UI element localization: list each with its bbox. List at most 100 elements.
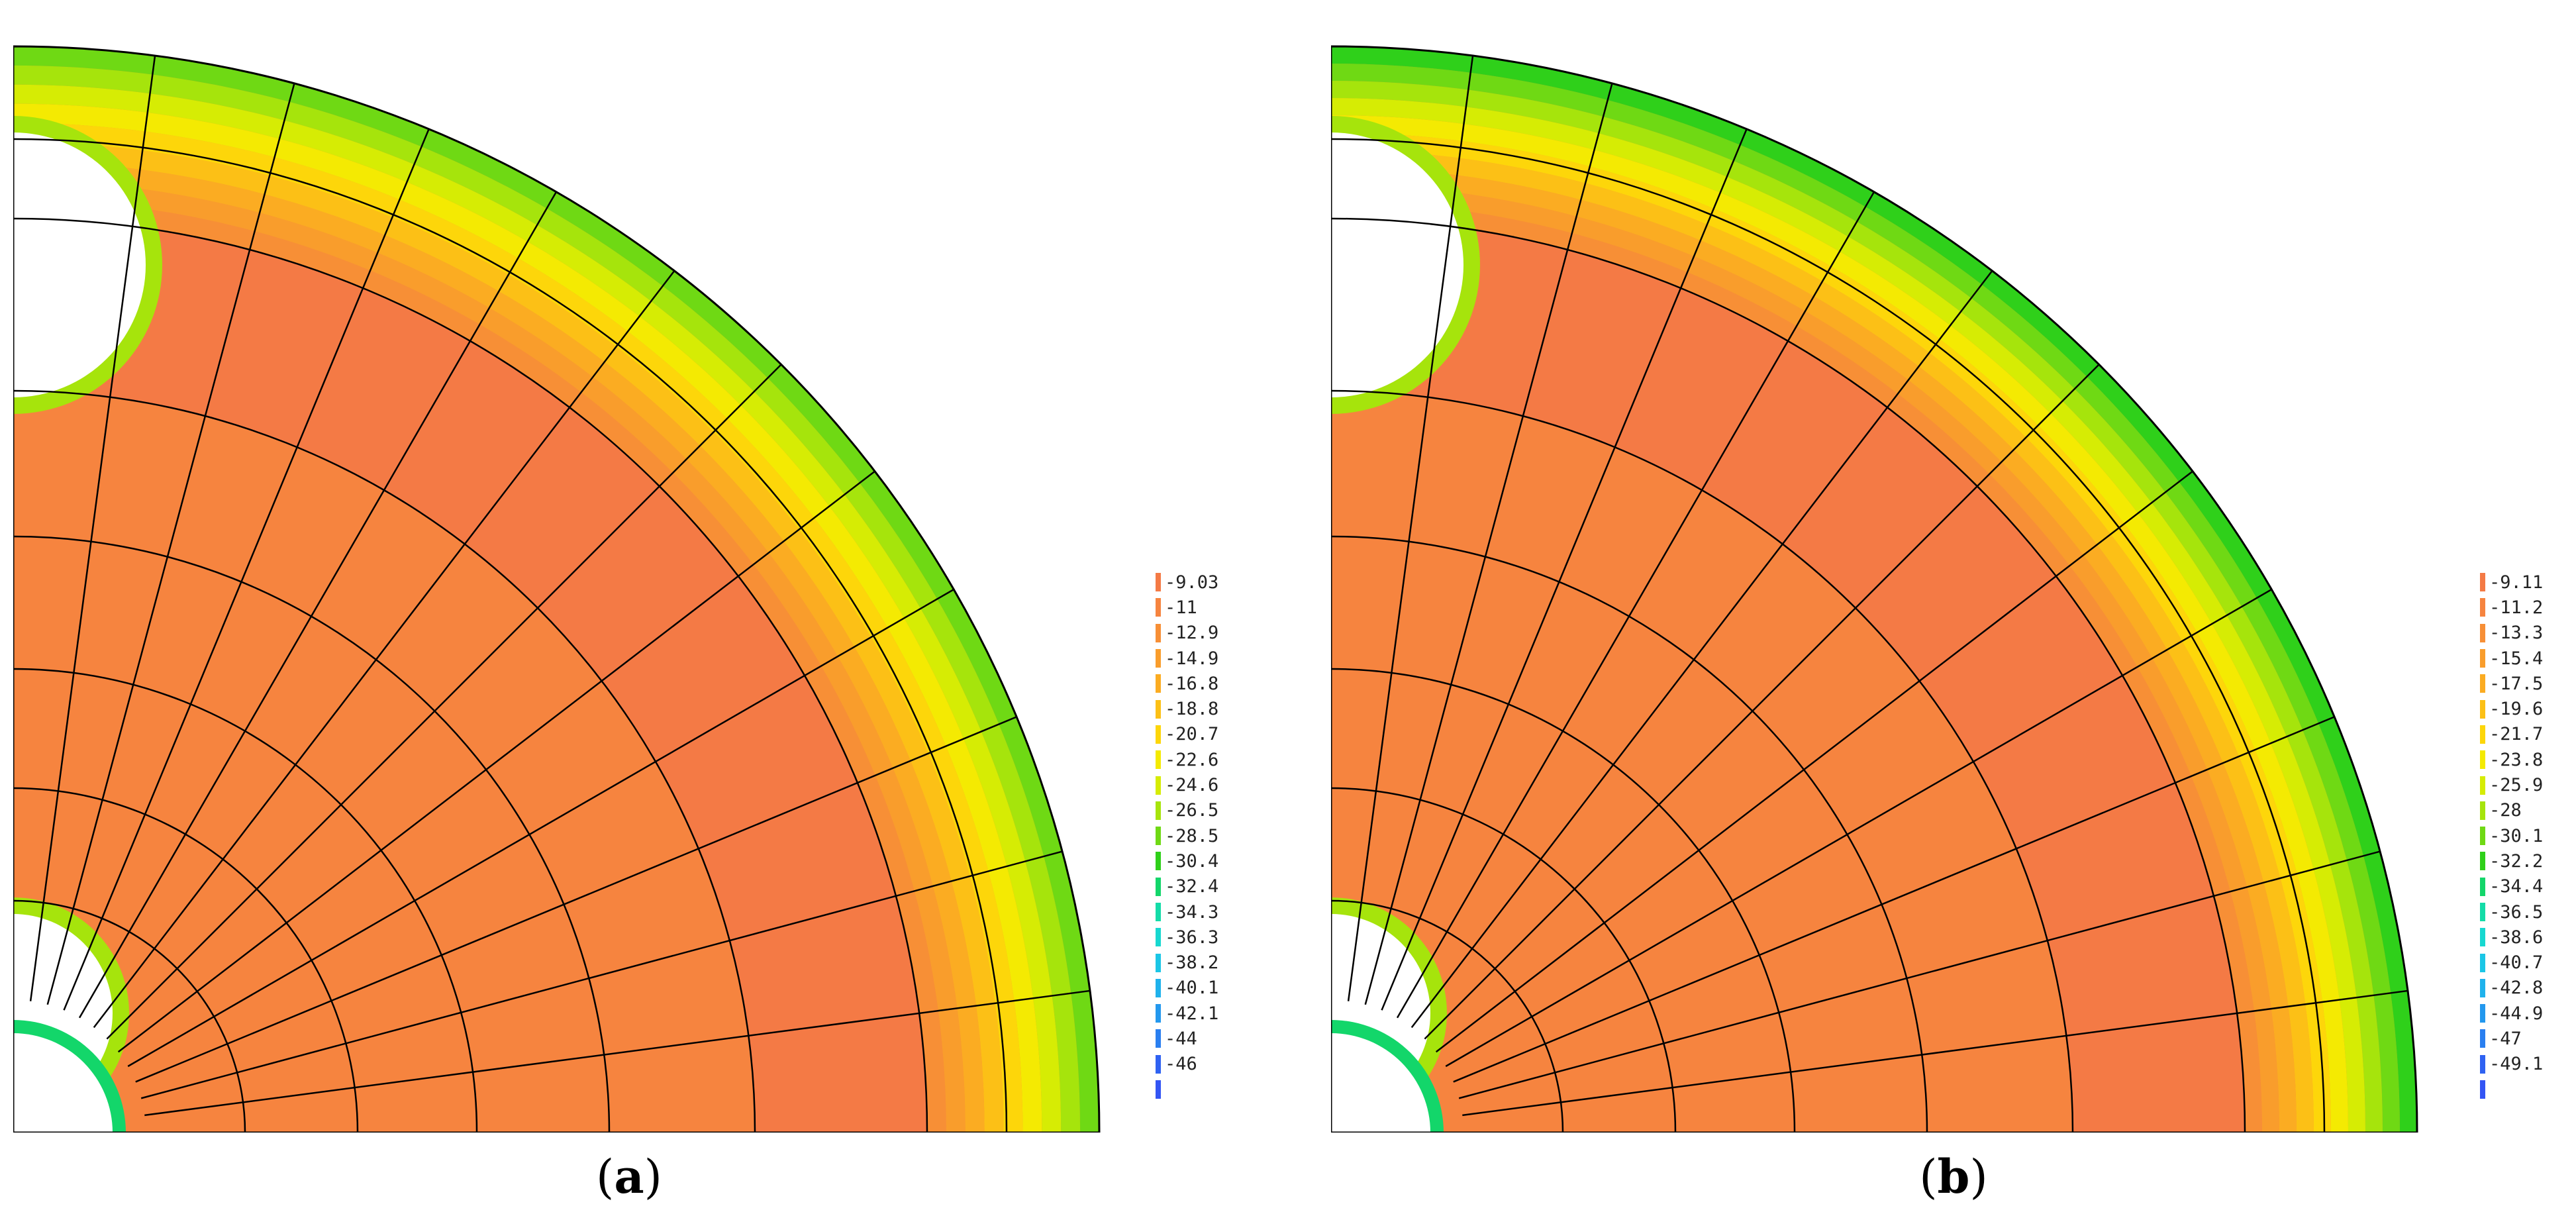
legend-item: -17.5 (2480, 671, 2576, 696)
legend-swatch (2480, 1004, 2485, 1023)
legend-item: -28 (2480, 798, 2576, 823)
legend-label: -42.1 (1165, 1003, 1219, 1024)
legend-swatch (2480, 699, 2485, 719)
legend-label: -34.4 (2489, 876, 2544, 897)
legend-label: -14.9 (1165, 648, 1219, 669)
legend-label: -28.5 (1165, 825, 1219, 846)
legend-swatch (1156, 699, 1161, 719)
legend-item: -18.8 (1156, 696, 1262, 721)
legend-swatch (1156, 852, 1161, 871)
legend-swatch (2480, 1054, 2485, 1074)
legend-swatch (2480, 776, 2485, 795)
legend-item: -22.6 (1156, 747, 1262, 772)
legend-item: -16.8 (1156, 671, 1262, 696)
hole (1331, 132, 1463, 397)
legend-item (1156, 1077, 1262, 1102)
panel-b: -9.11 -11.2 -13.3 -15.4 -17.5 -19.6 -21.7 -23.8… (1318, 0, 2576, 1214)
legend-swatch (1156, 978, 1161, 997)
legend-label: -49.1 (2489, 1054, 2544, 1075)
legend-swatch (1156, 725, 1161, 744)
legend-swatch (2480, 953, 2485, 972)
legend-label: -30.4 (1165, 850, 1219, 872)
legend-swatch (1156, 1004, 1161, 1023)
hole (13, 1033, 113, 1133)
legend-label: -36.5 (2489, 901, 2544, 923)
legend-item: -34.4 (2480, 874, 2576, 899)
legend-label: -38.6 (2489, 927, 2544, 948)
legend-swatch (2480, 1080, 2485, 1099)
legend-label: -16.8 (1165, 673, 1219, 694)
panel-a: -9.03 -11 -12.9 -14.9 -16.8 -18.8 -20.7 -22.6 -2… (13, 45, 1262, 1204)
legend-label: -13.3 (2489, 623, 2544, 644)
legend-item: -24.6 (1156, 772, 1262, 797)
legend-swatch (1156, 953, 1161, 972)
legend-label: -40.1 (1165, 978, 1219, 999)
legend-item: -47 (2480, 1026, 2576, 1051)
legend-item: -44 (1156, 1026, 1262, 1051)
legend-item: -26.5 (1156, 798, 1262, 823)
legend-label: -42.8 (2489, 978, 2544, 999)
legend-item: -46 (1156, 1052, 1262, 1077)
legend-label: -25.9 (2489, 775, 2544, 796)
legend-item: -20.7 (1156, 722, 1262, 747)
legend-swatch (2480, 978, 2485, 997)
legend-label: -21.7 (2489, 724, 2544, 745)
legend-swatch (2480, 928, 2485, 947)
legend-item: -14.9 (1156, 646, 1262, 671)
legend-swatch (2480, 674, 2485, 693)
legend-item: -40.1 (1156, 976, 1262, 1001)
legend-item: -23.8 (2480, 747, 2576, 772)
legend-swatch (2480, 877, 2485, 896)
legend-item: -13.3 (2480, 621, 2576, 646)
contour-plot-b (1331, 45, 2418, 1133)
legend-swatch (1156, 827, 1161, 846)
legend-label: -40.7 (2489, 952, 2544, 974)
legend-swatch (1156, 1029, 1161, 1048)
color-legend-b: -9.11 -11.2 -13.3 -15.4 -17.5 -19.6 -21.7 -23.8… (2480, 570, 2576, 1102)
legend-swatch (1156, 649, 1161, 668)
legend-label: -44 (1165, 1028, 1197, 1049)
legend-swatch (1156, 928, 1161, 947)
legend-label: -28 (2489, 800, 2522, 821)
legend-label: -19.6 (2489, 699, 2544, 720)
legend-swatch (2480, 903, 2485, 921)
legend-label: -24.6 (1165, 775, 1219, 796)
legend-label: -38.2 (1165, 952, 1219, 974)
legend-swatch (2480, 827, 2485, 846)
legend-swatch (2480, 1029, 2485, 1048)
legend-label: -9.11 (2489, 572, 2544, 593)
legend-label: -36.3 (1165, 927, 1219, 948)
legend-swatch (1156, 801, 1161, 820)
legend-item (2480, 1077, 2576, 1102)
legend-swatch (1156, 674, 1161, 693)
legend-label: -11.2 (2489, 597, 2544, 618)
legend-swatch (1156, 1080, 1161, 1099)
legend-swatch (1156, 573, 1161, 592)
legend-item: -9.11 (2480, 570, 2576, 595)
legend-swatch (1156, 776, 1161, 795)
legend-label: -17.5 (2489, 673, 2544, 694)
caption-a: (a) (596, 1149, 662, 1204)
hole (1331, 1033, 1430, 1133)
caption-b: (b) (1919, 1149, 1988, 1204)
legend-item: -11.2 (2480, 595, 2576, 620)
legend-item: -21.7 (2480, 722, 2576, 747)
mesh (1331, 45, 2418, 1133)
legend-label: -47 (2489, 1028, 2522, 1049)
mesh (13, 45, 1101, 1133)
legend-swatch (2480, 598, 2485, 617)
legend-label: -18.8 (1165, 699, 1219, 720)
legend-label: -15.4 (2489, 648, 2544, 669)
legend-item: -30.4 (1156, 848, 1262, 874)
legend-label: -9.03 (1165, 572, 1219, 593)
hole (13, 132, 146, 397)
legend-item: -34.3 (1156, 899, 1262, 925)
legend-swatch (1156, 598, 1161, 617)
legend-item: -25.9 (2480, 772, 2576, 797)
legend-label: -46 (1165, 1054, 1197, 1075)
color-legend-a: -9.03 -11 -12.9 -14.9 -16.8 -18.8 -20.7 -22.6 -2… (1156, 570, 1262, 1102)
legend-label: -30.1 (2489, 825, 2544, 846)
legend-swatch (2480, 623, 2485, 642)
legend-item: -32.2 (2480, 848, 2576, 874)
legend-label: -23.8 (2489, 749, 2544, 770)
